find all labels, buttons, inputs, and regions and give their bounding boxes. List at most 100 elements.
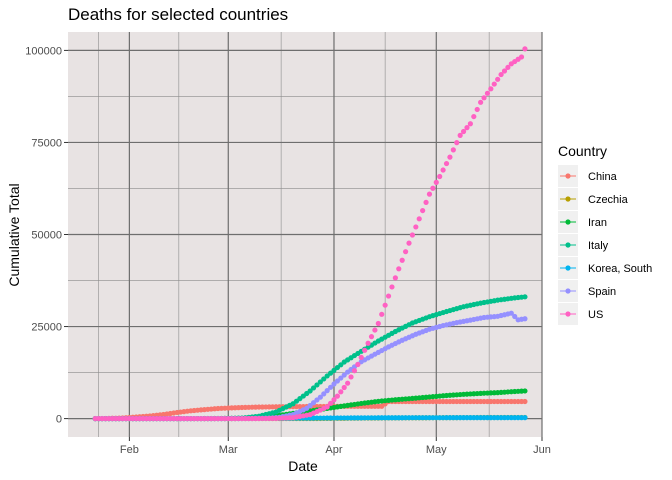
data-point xyxy=(426,191,433,197)
x-tick-label: Apr xyxy=(325,444,342,456)
data-point xyxy=(430,185,436,191)
data-point xyxy=(324,404,330,410)
data-point xyxy=(409,232,416,238)
legend-label: Korea, South xyxy=(588,263,652,275)
data-point xyxy=(365,340,371,346)
data-point xyxy=(447,154,453,160)
data-point xyxy=(327,384,334,390)
legend-title: Country xyxy=(558,143,607,159)
data-point xyxy=(505,64,511,71)
data-point xyxy=(522,415,528,421)
data-point xyxy=(416,216,422,222)
y-axis-ticks: 0 25000 50000 75000 100000 xyxy=(25,45,68,426)
x-tick-label: Feb xyxy=(120,444,139,456)
data-point xyxy=(450,147,456,153)
chart-title: Deaths for selected countries xyxy=(68,5,288,24)
y-tick-label: 25000 xyxy=(31,322,62,334)
data-point xyxy=(478,99,484,105)
legend-label: China xyxy=(588,171,618,183)
legend-label: US xyxy=(588,309,603,321)
y-axis-title: Cumulative Total xyxy=(6,183,22,286)
data-point xyxy=(355,361,361,368)
legend-key-point xyxy=(565,288,571,294)
data-point xyxy=(443,160,450,167)
x-axis-title: Date xyxy=(288,458,318,474)
data-point xyxy=(348,374,354,380)
data-point xyxy=(433,179,439,185)
data-point xyxy=(437,173,443,180)
data-point xyxy=(338,375,344,381)
data-point xyxy=(471,113,477,120)
data-point xyxy=(464,125,470,131)
legend: Country China Czechia Iran Italy Korea, Sout… xyxy=(558,143,652,325)
data-point xyxy=(317,394,323,400)
data-point xyxy=(314,382,320,388)
data-points xyxy=(92,46,528,422)
x-tick-label: Mar xyxy=(219,444,238,456)
data-point xyxy=(396,266,402,272)
data-point xyxy=(334,378,340,384)
data-point xyxy=(474,106,480,113)
data-point xyxy=(327,400,334,406)
data-point xyxy=(402,249,409,255)
data-point xyxy=(317,379,323,385)
y-tick-label: 75000 xyxy=(31,137,62,149)
data-point xyxy=(481,95,487,101)
data-point xyxy=(338,389,344,395)
y-tick-label: 0 xyxy=(56,414,62,426)
data-point xyxy=(457,132,463,138)
data-point xyxy=(467,121,473,127)
legend-label: Iran xyxy=(588,217,607,229)
data-point xyxy=(307,388,313,394)
data-point xyxy=(501,68,508,74)
data-point xyxy=(382,302,388,308)
data-point xyxy=(495,76,501,82)
legend-key-point xyxy=(565,311,571,317)
legend-key-point xyxy=(565,242,571,248)
legend-key-point xyxy=(565,196,571,202)
legend-label: Czechia xyxy=(588,194,629,206)
data-point xyxy=(341,384,347,391)
y-tick-label: 100000 xyxy=(25,45,62,57)
data-point xyxy=(420,207,426,214)
legend-key-point xyxy=(565,265,571,271)
legend-label: Spain xyxy=(588,286,616,298)
data-point xyxy=(522,398,528,405)
data-point xyxy=(484,90,491,96)
data-point xyxy=(351,368,358,374)
x-tick-label: Jun xyxy=(533,444,551,456)
data-point xyxy=(512,313,518,320)
data-point xyxy=(341,372,347,378)
data-point xyxy=(491,81,497,87)
data-point xyxy=(522,294,528,300)
data-point xyxy=(454,140,460,146)
data-point xyxy=(375,320,381,327)
data-point xyxy=(362,347,368,353)
data-point xyxy=(358,354,364,361)
data-point xyxy=(392,275,398,281)
data-point xyxy=(310,385,317,391)
data-point xyxy=(324,388,330,394)
data-point xyxy=(498,71,504,78)
data-point xyxy=(508,310,514,316)
x-axis-ticks: Feb Mar Apr May Jun xyxy=(120,437,551,456)
data-point xyxy=(406,240,412,246)
data-point xyxy=(488,86,494,92)
data-point xyxy=(372,327,378,333)
data-point xyxy=(389,284,395,290)
data-point xyxy=(460,128,467,135)
data-point xyxy=(368,334,375,340)
y-tick-label: 50000 xyxy=(31,230,62,242)
data-point xyxy=(440,167,446,173)
data-point xyxy=(518,54,525,60)
data-point xyxy=(345,380,351,386)
data-point xyxy=(321,376,327,382)
x-tick-label: May xyxy=(426,444,447,456)
data-point xyxy=(331,397,337,403)
data-point xyxy=(321,391,327,397)
data-point xyxy=(522,46,528,52)
data-point xyxy=(413,224,419,230)
legend-key-point xyxy=(565,173,571,179)
data-point xyxy=(379,311,385,317)
